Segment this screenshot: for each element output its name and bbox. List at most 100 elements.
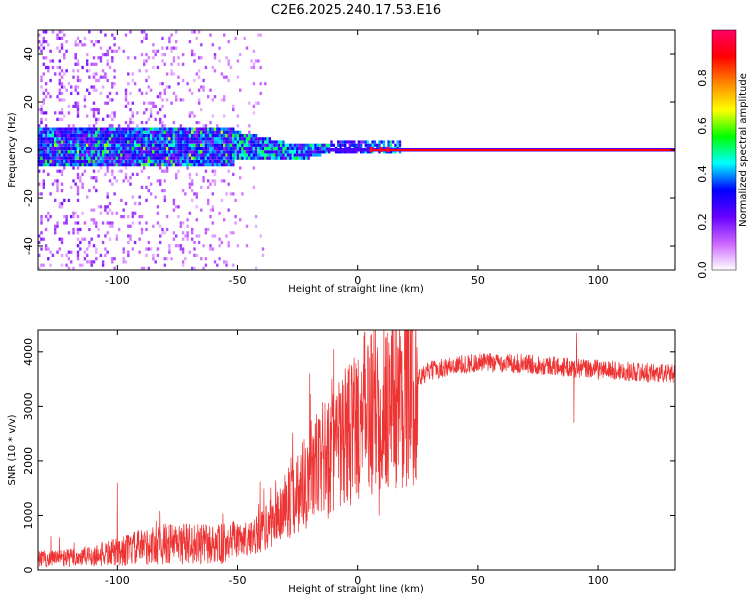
- spectrogram-cell: [213, 56, 217, 60]
- spectrogram-cell: [76, 140, 80, 144]
- spectrogram-cell: [188, 182, 192, 186]
- spectrogram-cell: [236, 124, 240, 128]
- spectrogram-cell: [42, 159, 45, 164]
- spectrogram-cell: [88, 75, 91, 79]
- spectrogram-cell: [220, 163, 224, 167]
- spectrogram-cell: [60, 156, 64, 160]
- spectrogram-cell: [88, 140, 91, 144]
- spectrogram-cell: [200, 134, 203, 138]
- spectrogram-cell: [108, 153, 112, 157]
- spectrogram-cell: [76, 150, 80, 154]
- spectrogram-cell: [129, 108, 132, 112]
- spectrogram-cell: [147, 56, 150, 60]
- spectrogram-cell: [353, 140, 356, 144]
- spectrogram-cell: [270, 156, 274, 160]
- spectrogram-cell: [191, 143, 194, 147]
- spectrogram-cell: [156, 95, 160, 99]
- spectrogram-cell: [60, 182, 64, 186]
- spectrogram-cell: [76, 134, 80, 138]
- spectrogram-cell: [56, 182, 59, 186]
- spectrogram-cell: [97, 153, 100, 157]
- spectrogram-cell: [170, 257, 173, 261]
- spectrogram-cell: [236, 130, 240, 134]
- spectrogram-cell: [47, 65, 50, 70]
- spectrogram-cell: [223, 98, 226, 102]
- spectrogram-cell: [124, 98, 128, 102]
- spectrogram-cell: [49, 146, 52, 151]
- spectrogram-cell: [175, 159, 178, 164]
- spectrogram-cell: [113, 111, 116, 115]
- spectrogram-cell: [86, 140, 89, 144]
- spectrogram-cell: [179, 221, 182, 225]
- spectrogram-cell: [40, 218, 43, 222]
- spectrogram-cell: [56, 224, 59, 228]
- spectrogram-cell: [202, 244, 205, 248]
- spectrogram-cell: [220, 137, 224, 141]
- spectrogram-cell: [38, 130, 41, 134]
- spectrogram-cell: [296, 153, 299, 157]
- spectrogram-cell: [145, 221, 148, 225]
- spectrogram-cell: [131, 221, 134, 225]
- spectrogram-cell: [140, 169, 144, 173]
- spectrogram-cell: [143, 59, 146, 63]
- spectrogram-cell: [117, 127, 121, 131]
- spectrogram-cell: [188, 211, 192, 215]
- x-tick-label: 50: [471, 574, 485, 587]
- spectrogram-cell: [88, 244, 91, 248]
- spectrogram-cell: [337, 140, 340, 144]
- spectrogram-cell: [42, 56, 45, 60]
- spectrogram-cell: [286, 156, 290, 160]
- spectrogram-cell: [65, 88, 68, 92]
- spectrogram-cell: [143, 140, 146, 144]
- spectrogram-cell: [106, 221, 109, 225]
- spectrogram-cell: [63, 130, 66, 134]
- spectrogram-cell: [334, 150, 338, 154]
- spectrogram-cell: [70, 150, 73, 154]
- spectrogram-cell: [186, 137, 189, 141]
- spectrogram-cell: [165, 85, 169, 89]
- spectrogram-cell: [195, 143, 198, 147]
- spectrogram-cell: [213, 134, 217, 138]
- spectrogram-cell: [133, 140, 137, 144]
- spectrogram-cell: [392, 140, 395, 144]
- spectrogram-cell: [159, 95, 162, 99]
- spectrogram-cell: [99, 46, 103, 50]
- spectrogram-cell: [207, 150, 210, 154]
- colorbar-label: Normalized spectral amplitude: [738, 73, 749, 227]
- spectrogram-cell: [254, 153, 258, 157]
- spectrogram-cell: [60, 75, 64, 79]
- spectrogram-cell: [170, 143, 173, 147]
- spectrogram-cell: [74, 88, 77, 92]
- spectrogram-cell: [172, 198, 176, 202]
- spectrogram-cell: [86, 159, 89, 164]
- spectrogram-cell: [218, 130, 221, 134]
- spectrogram-cell: [254, 140, 258, 144]
- spectrogram-cell: [223, 150, 226, 154]
- spectrogram-cell: [63, 114, 66, 118]
- spectrogram-cell: [49, 137, 52, 141]
- spectrogram-cell: [348, 143, 351, 147]
- spectrogram-cell: [259, 156, 262, 160]
- spectrogram-cell: [72, 146, 75, 151]
- colorbar-tick-label: 0.6: [696, 117, 709, 135]
- spectrogram-cell: [186, 218, 189, 222]
- spectrogram-cell: [259, 150, 262, 154]
- spectrogram-cell: [122, 146, 125, 151]
- spectrogram-cell: [172, 46, 176, 50]
- spectrogram-cell: [330, 140, 333, 144]
- spectrogram-cell: [149, 108, 153, 112]
- spectrogram-cell: [161, 189, 164, 193]
- spectrogram-cell: [38, 108, 41, 112]
- spectrogram-cell: [106, 95, 109, 99]
- spectrogram-cell: [97, 40, 100, 44]
- spectrogram-cell: [147, 143, 150, 147]
- spectrogram-cell: [95, 40, 98, 44]
- spectrogram-cell: [207, 127, 210, 131]
- spectrogram-cell: [133, 143, 137, 147]
- spectrogram-cell: [266, 137, 269, 141]
- spectrogram-cell: [60, 159, 64, 164]
- spectrogram-cell: [127, 156, 130, 160]
- spectrogram-cell: [117, 153, 121, 157]
- spectrogram-cell: [202, 127, 205, 131]
